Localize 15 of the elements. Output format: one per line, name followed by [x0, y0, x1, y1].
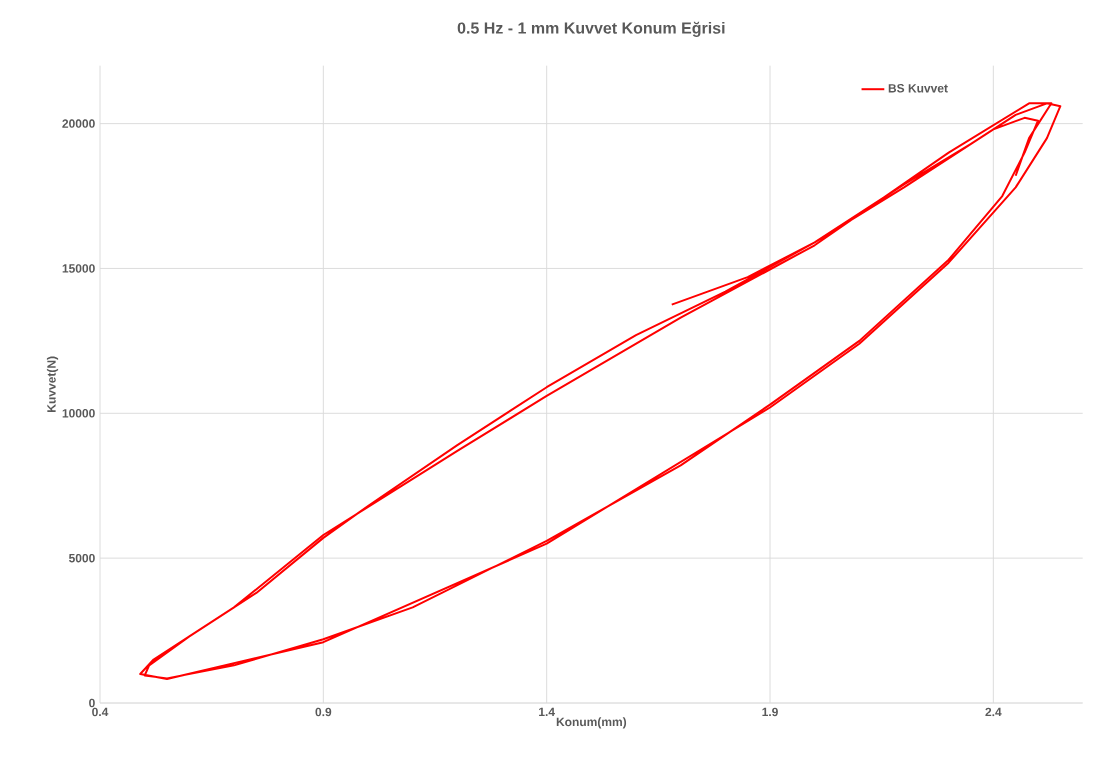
x-axis-title: Konum(mm): [556, 717, 627, 729]
x-tick-label: 1.4: [539, 707, 555, 716]
y-axis-title: Kuvvet(N): [46, 356, 59, 412]
y-tick-label: 10000: [62, 409, 95, 418]
x-tick-label: 1.9: [762, 707, 778, 717]
y-tick-label: 15000: [62, 264, 95, 273]
line-series: [139, 102, 1062, 680]
y-tick-label: 5000: [68, 553, 95, 563]
y-tick-label: 20000: [62, 119, 95, 128]
chart-title: 0.5 Hz - 1 mm Kuvvet Konum Eğrisi: [457, 21, 725, 37]
y-tick-label: 0: [89, 698, 95, 708]
x-tick-label: 0.4: [92, 707, 109, 717]
x-tick-label: 2.4: [985, 707, 1002, 717]
legend-label: BS Kuvvet: [888, 84, 948, 93]
x-tick-label: 0.9: [315, 707, 332, 717]
